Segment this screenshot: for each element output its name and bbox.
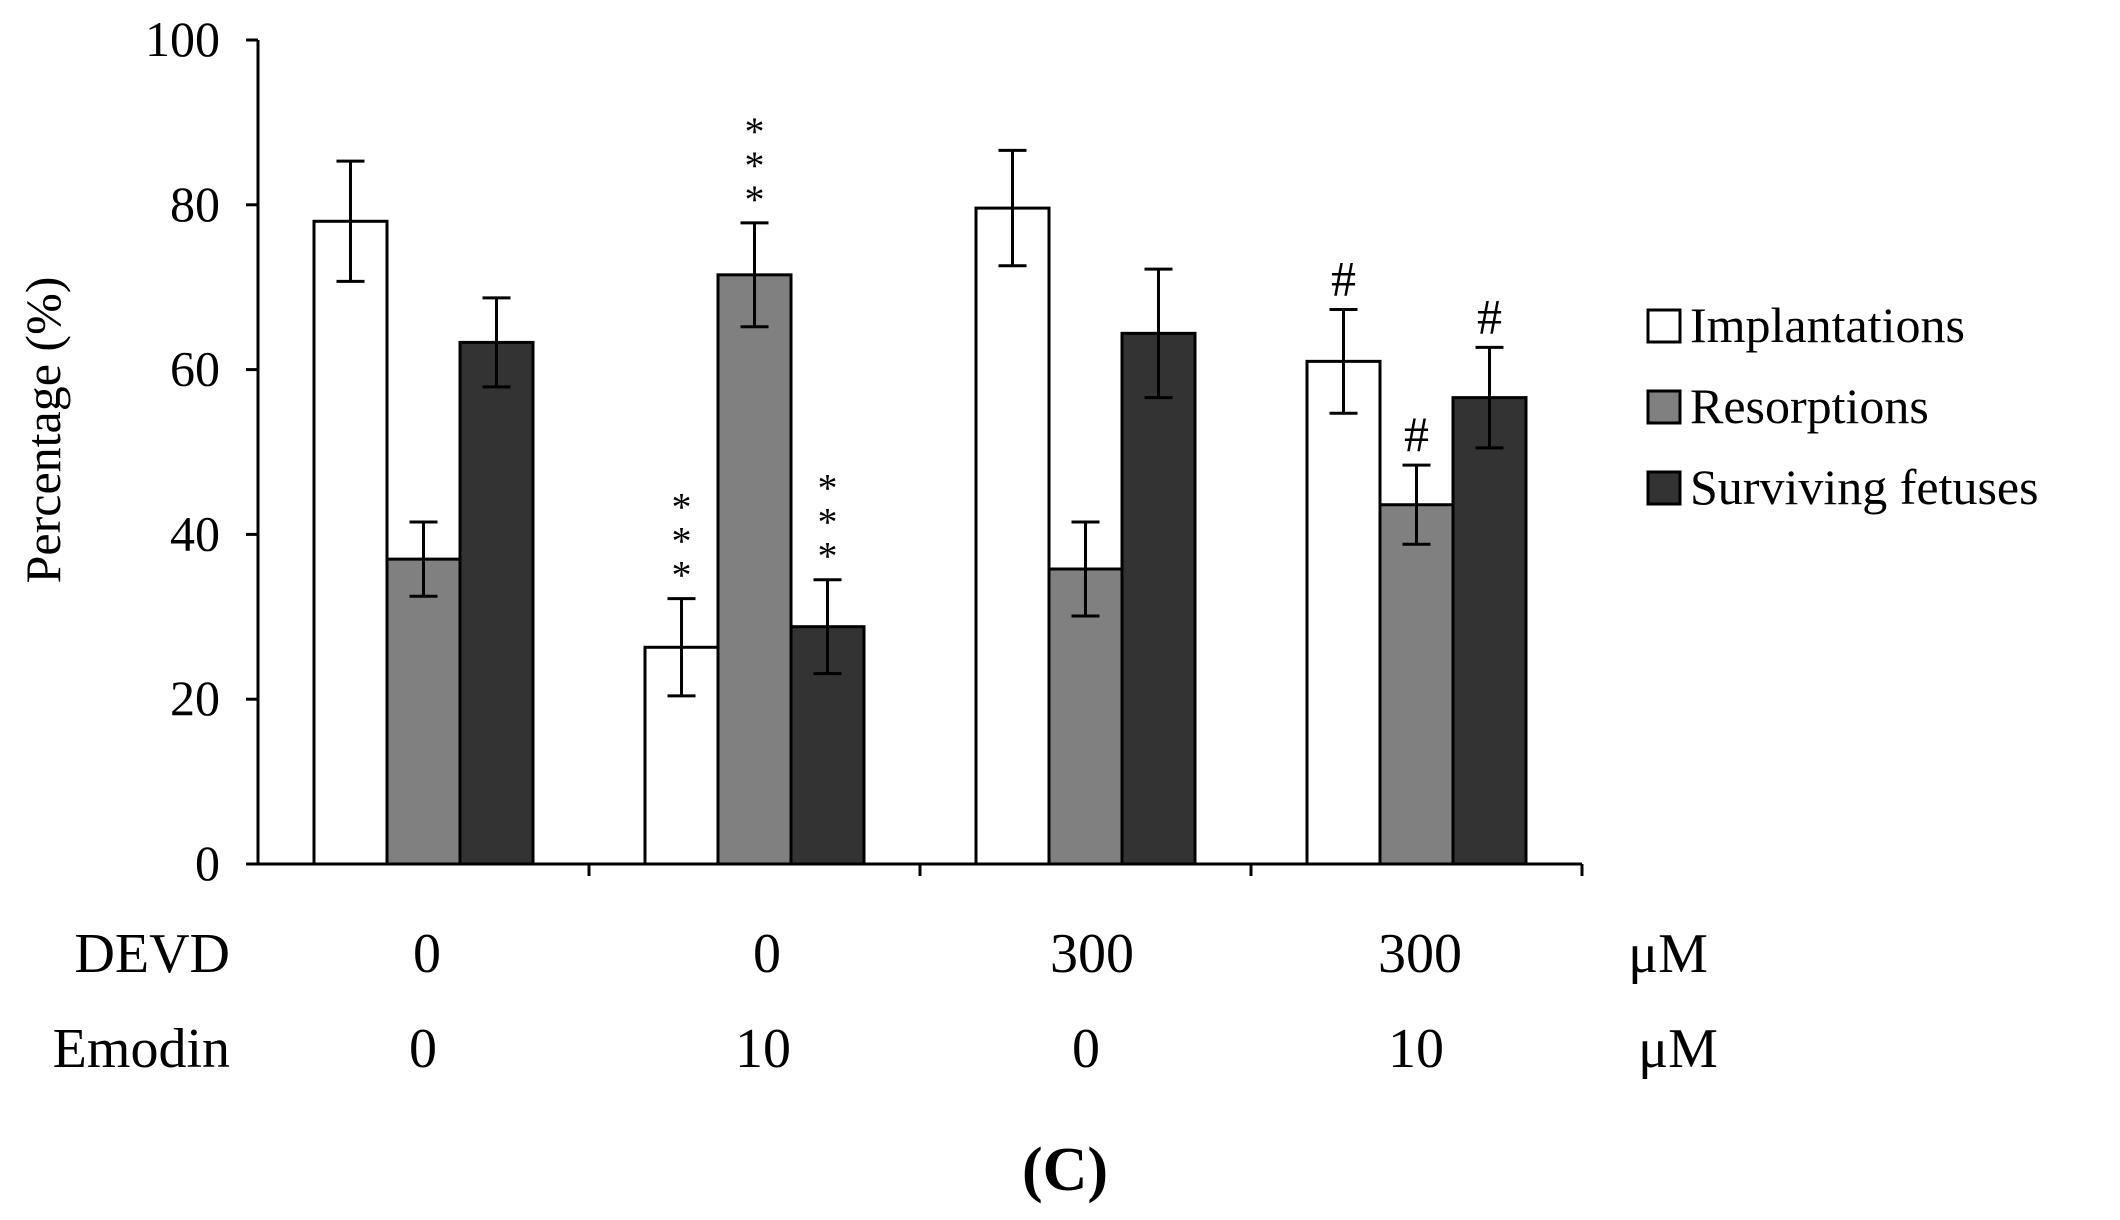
condition-value: 0: [753, 923, 781, 985]
condition-unit: μM: [1638, 1018, 1718, 1080]
y-axis-label: Percentage (%): [15, 277, 71, 584]
significance-star: *: [745, 143, 765, 188]
significance-star: *: [745, 177, 765, 222]
condition-value: 10: [735, 1018, 791, 1080]
significance-star: *: [672, 553, 692, 598]
significance-hash: #: [1404, 406, 1429, 462]
significance-star: *: [818, 500, 838, 545]
panel-label: (C): [1022, 1136, 1108, 1204]
legend-swatch: [1646, 389, 1682, 425]
y-tick-label: 20: [170, 670, 220, 726]
y-ticks: 0 20 40 60 80 100: [145, 11, 258, 891]
y-tick-label: 80: [170, 176, 220, 232]
condition-table: DEVD 0 0 300 300 μM Emodin 0 10 0 10 μM: [53, 923, 1718, 1080]
bar-surviving-fetuses: [1451, 396, 1528, 866]
significance-star: *: [818, 466, 838, 511]
bar-surviving-fetuses: [1120, 331, 1197, 866]
significance-star: *: [672, 519, 692, 564]
bar-resorptions: [716, 273, 793, 866]
legend-label: Resorptions: [1690, 378, 1929, 434]
condition-unit: μM: [1628, 923, 1708, 985]
legend-label: Surviving fetuses: [1690, 459, 2039, 515]
significance-hash: #: [1331, 250, 1356, 306]
significance-annotations: *********###: [672, 109, 1503, 598]
error-bars: [336, 148, 1504, 698]
legend-label: Implantations: [1690, 297, 1965, 353]
condition-row-label: DEVD: [74, 923, 230, 985]
y-tick-label: 100: [145, 11, 220, 67]
bar-implantations: [312, 219, 389, 866]
condition-value: 0: [409, 1018, 437, 1080]
significance-star: *: [818, 534, 838, 579]
bar-implantations: [974, 206, 1051, 866]
condition-value: 10: [1388, 1018, 1444, 1080]
condition-value: 0: [1072, 1018, 1100, 1080]
legend-swatch: [1646, 470, 1682, 506]
condition-value: 300: [1378, 923, 1462, 985]
condition-value: 300: [1050, 923, 1134, 985]
y-tick-label: 60: [170, 341, 220, 397]
significance-hash: #: [1477, 288, 1502, 344]
bars: [312, 206, 1528, 866]
x-ticks: [587, 864, 1584, 876]
legend-swatch: [1646, 308, 1682, 344]
significance-star: *: [745, 109, 765, 154]
y-tick-label: 40: [170, 505, 220, 561]
condition-value: 0: [413, 923, 441, 985]
bar-implantations: [1305, 359, 1382, 866]
y-tick-label: 0: [195, 835, 220, 891]
bar-resorptions: [1378, 503, 1455, 866]
condition-row-label: Emodin: [53, 1018, 230, 1080]
legend: Implantations Resorptions Surviving fetuse…: [1646, 297, 2039, 515]
significance-star: *: [672, 485, 692, 530]
bar-resorptions: [385, 557, 462, 866]
bar-surviving-fetuses: [458, 340, 535, 866]
